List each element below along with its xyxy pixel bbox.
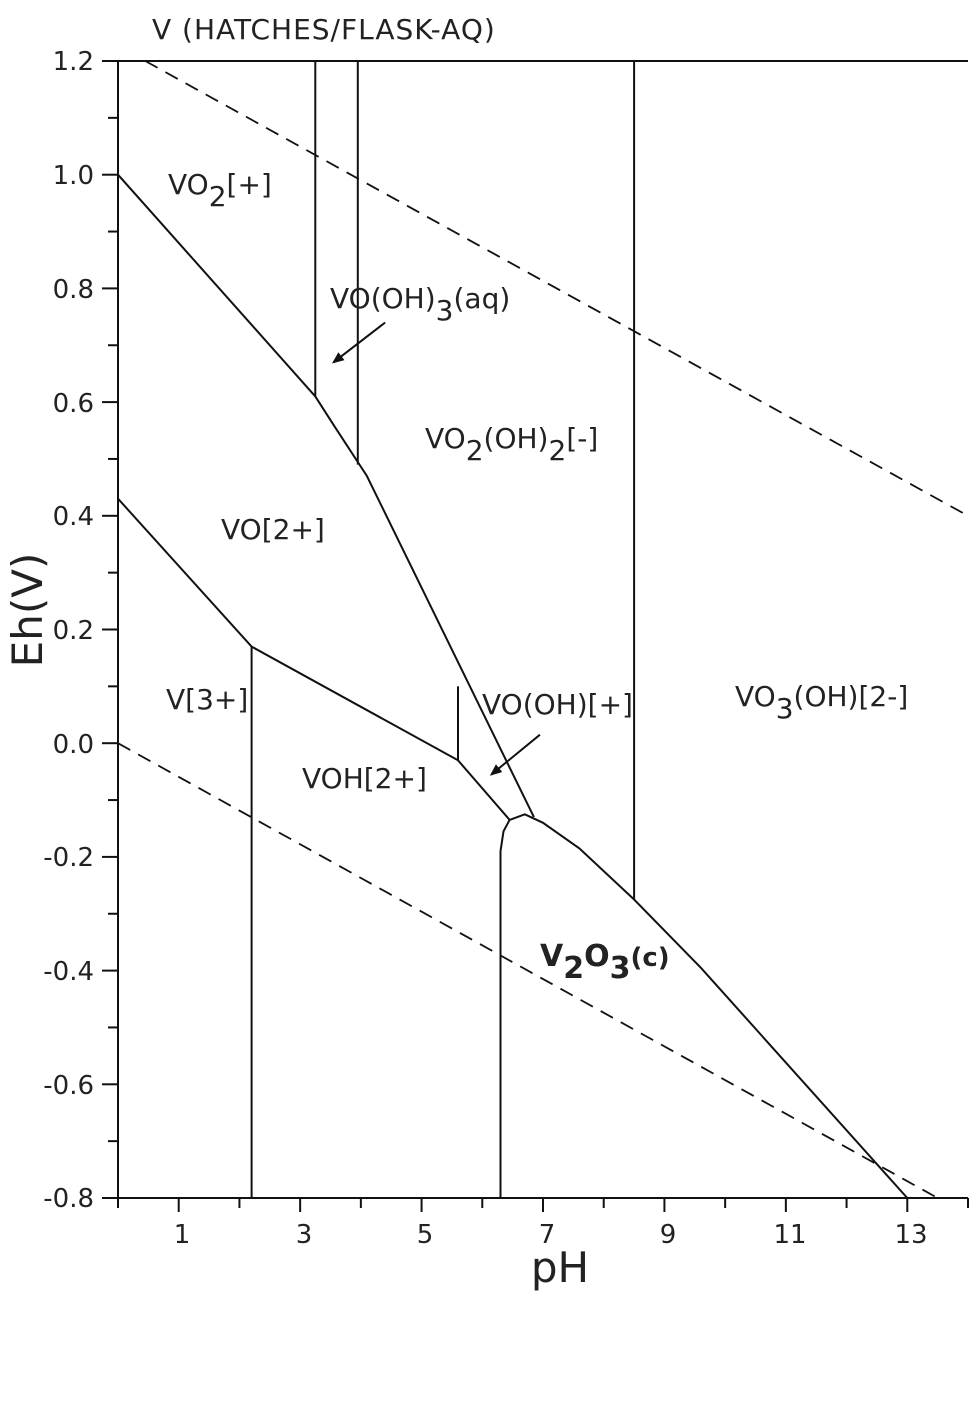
y-tick-label: 0.2 (53, 616, 94, 646)
y-axis-title: Eh(V) (3, 553, 52, 668)
phase-boundary-line (499, 813, 909, 1199)
y-tick-label: -0.2 (43, 843, 94, 873)
y-tick-label: 0.6 (53, 389, 94, 419)
y-tick-label: 1.0 (53, 161, 94, 191)
x-tick-label: 1 (174, 1220, 191, 1250)
y-tick-label: -0.8 (43, 1184, 94, 1214)
x-tick-labels: 1 3 5 7 9 11 13 (174, 1220, 928, 1250)
region-labels: VO2[+] VO(OH)3(aq) VO2(OH)2[-] VO[2+] V[… (166, 168, 908, 986)
x-tick-label: 7 (539, 1220, 556, 1250)
pointer-arrows (331, 321, 541, 776)
y-tick-label: -0.6 (43, 1071, 94, 1101)
region-label-vooh-plus: VO(OH)[+] (482, 688, 633, 721)
y-tick-labels: 1.2 1.0 0.8 0.6 0.4 0.2 0.0 -0.2 -0.4 -0… (43, 47, 94, 1214)
y-axis-ticks (102, 60, 118, 1199)
x-tick-label: 11 (773, 1220, 806, 1250)
water-stability-lines (117, 60, 969, 1199)
x-tick-label: 9 (660, 1220, 677, 1250)
water-stability-line (117, 742, 939, 1199)
region-label-v-3plus: V[3+] (166, 683, 248, 716)
pointer-arrow (331, 321, 386, 364)
water-stability-line (144, 60, 969, 517)
x-axis-ticks (117, 1198, 969, 1212)
region-label-vo3oh-2minus: VO3(OH)[2-] (735, 680, 908, 725)
phase-boundary-line (117, 174, 535, 818)
region-label-vo2oh2-minus: VO2(OH)2[-] (425, 422, 598, 467)
y-tick-label: 0.0 (53, 730, 94, 760)
region-label-vo2-plus: VO2[+] (168, 168, 272, 213)
region-label-vooh3-aq: VO(OH)3(aq) (330, 282, 510, 327)
x-tick-label: 13 (894, 1220, 927, 1250)
x-tick-label: 5 (417, 1220, 434, 1250)
region-label-v2o3-c: V2O3(c) (540, 939, 670, 986)
x-tick-label: 3 (296, 1220, 313, 1250)
x-axis-title: pH (531, 1243, 589, 1292)
y-tick-label: 1.2 (53, 47, 94, 77)
plot-frame (117, 60, 968, 1199)
y-tick-label: 0.4 (53, 502, 94, 532)
y-tick-label: -0.4 (43, 957, 94, 987)
diagram-title: V (HATCHES/FLASK-AQ) (152, 13, 496, 46)
pointer-arrow (489, 733, 541, 776)
region-label-vo-2plus: VO[2+] (221, 513, 325, 546)
y-tick-label: 0.8 (53, 275, 94, 305)
phase-boundary-line (117, 498, 511, 821)
phase-boundaries (117, 61, 909, 1199)
region-label-voh-2plus: VOH[2+] (302, 762, 427, 795)
